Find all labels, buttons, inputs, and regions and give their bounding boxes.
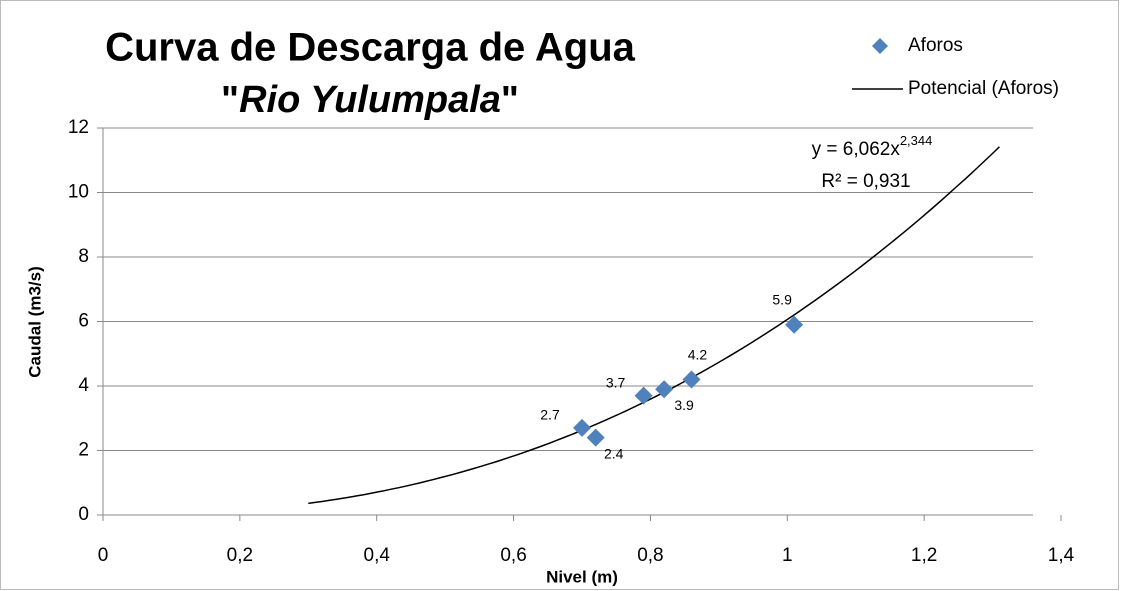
chart-subtitle: "Rio Yulumpala" [221,79,519,121]
x-tick-label: 1,2 [911,545,937,566]
y-tick-label: 10 [68,182,89,203]
data-point [682,370,701,389]
trend-r-squared: R² = 0,931 [821,171,910,192]
trend-equation: y = 6,062x2,344 [812,133,933,160]
data-point [655,380,674,399]
data-label: 5.9 [772,291,792,307]
data-label: 2.4 [604,445,624,461]
chart-title: Curva de Descarga de Agua [105,26,636,70]
y-tick-label: 12 [68,117,89,138]
x-tick-label: 0,2 [227,545,253,566]
y-tick-label: 6 [78,311,89,332]
data-point [634,386,653,405]
trendline [308,146,1000,505]
data-label: 4.2 [688,346,708,362]
x-tick-label: 0,8 [637,545,663,566]
x-tick-label: 1 [782,545,793,566]
y-tick-label: 0 [78,504,89,525]
x-tick-label: 0,4 [364,545,391,566]
y-tick-label: 4 [78,375,89,396]
x-tick-label: 0 [98,545,109,566]
y-axis-title: Caudal (m3/s) [25,266,44,377]
legend-label: Aforos [908,35,963,56]
data-point [785,315,804,334]
data-point [586,428,605,447]
x-axis-title: Nivel (m) [546,567,618,586]
legend-marker [872,38,888,54]
y-tick-label: 2 [78,440,89,461]
x-tick-label: 1,4 [1048,545,1075,566]
equation-text: y = 6,062x [812,139,901,160]
legend-label: Potencial (Aforos) [908,78,1059,99]
y-tick-label: 8 [78,246,89,267]
data-point [573,418,591,437]
data-label: 3.7 [606,374,626,390]
data-label: 3.9 [674,397,694,413]
equation-exponent: 2,344 [900,133,933,148]
data-label: 2.7 [540,407,560,423]
x-tick-label: 0,6 [500,545,526,566]
